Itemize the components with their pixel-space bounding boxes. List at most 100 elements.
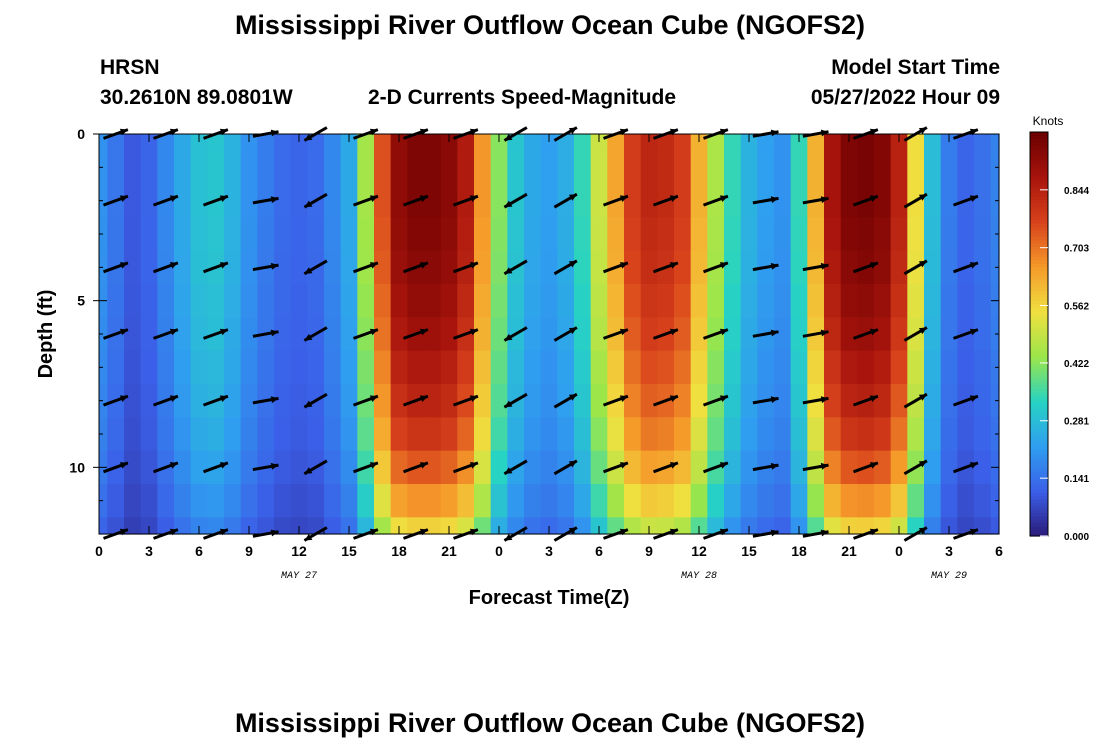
heatmap-cell bbox=[624, 150, 642, 185]
heatmap-cell bbox=[307, 350, 325, 385]
current-arrow bbox=[252, 329, 279, 338]
colorbar-segment bbox=[1030, 270, 1048, 274]
heatmap-cell bbox=[574, 417, 592, 452]
current-arrow bbox=[503, 192, 528, 209]
heatmap-cell bbox=[490, 350, 508, 385]
heatmap-cell bbox=[374, 250, 392, 285]
heatmap-cell bbox=[124, 517, 142, 535]
heatmap-cell bbox=[624, 517, 642, 535]
heatmap-cell bbox=[340, 217, 358, 252]
heatmap-cell bbox=[640, 384, 658, 418]
heatmap-cell bbox=[724, 317, 742, 352]
heatmap-cell bbox=[740, 217, 758, 252]
colorbar-segment bbox=[1030, 374, 1048, 379]
heatmap-cell bbox=[157, 350, 175, 385]
colorbar-segment bbox=[1030, 360, 1048, 365]
colorbar-segment bbox=[1030, 249, 1048, 254]
heatmap-cell bbox=[524, 484, 542, 518]
heatmap-cell bbox=[757, 517, 775, 535]
heatmap-cell bbox=[557, 217, 575, 252]
heatmap-cell bbox=[574, 450, 592, 485]
colorbar-segment bbox=[1030, 280, 1048, 285]
heatmap-cell bbox=[224, 384, 242, 418]
heatmap-cell bbox=[324, 317, 342, 352]
heatmap-cell bbox=[124, 217, 142, 252]
heatmap-cell bbox=[774, 384, 792, 418]
current-arrow bbox=[602, 328, 629, 340]
heatmap-cell bbox=[890, 384, 908, 418]
x-tick-label: 6 bbox=[595, 543, 603, 559]
heatmap-cell bbox=[857, 417, 875, 452]
heatmap-cell bbox=[190, 284, 208, 318]
heatmap-cell bbox=[557, 484, 575, 518]
colorbar-segment bbox=[1030, 414, 1048, 419]
heatmap-cell bbox=[740, 484, 758, 518]
heatmap-cell bbox=[957, 517, 975, 535]
current-arrow bbox=[402, 261, 429, 274]
heatmap-cell bbox=[624, 284, 642, 318]
heatmap-cell bbox=[540, 217, 558, 252]
heatmap-cell bbox=[740, 134, 758, 152]
heatmap-cell bbox=[124, 350, 142, 385]
heatmap-cell bbox=[490, 484, 508, 518]
colorbar-segment bbox=[1030, 135, 1048, 140]
heatmap-cell bbox=[890, 284, 908, 318]
heatmap-cell bbox=[340, 184, 358, 218]
heatmap-cell bbox=[407, 217, 425, 252]
heatmap-cell bbox=[840, 250, 858, 285]
current-arrow bbox=[952, 394, 979, 407]
heatmap-cell bbox=[824, 517, 842, 535]
current-arrow bbox=[702, 394, 729, 407]
heatmap-cell bbox=[840, 184, 858, 218]
heatmap-cell bbox=[224, 134, 242, 152]
colorbar-tick-label: 0.422 bbox=[1064, 359, 1089, 370]
heatmap-cell bbox=[474, 517, 492, 535]
colorbar-segment bbox=[1030, 512, 1048, 517]
heatmap-cell bbox=[107, 284, 125, 318]
colorbar-segment bbox=[1030, 519, 1048, 524]
heatmap-cell bbox=[974, 350, 992, 385]
heatmap-cell bbox=[124, 484, 142, 518]
heatmap-cell bbox=[124, 284, 142, 318]
heatmap-cell bbox=[990, 517, 1000, 535]
heatmap-cell bbox=[640, 150, 658, 185]
heatmap-cell bbox=[274, 217, 292, 252]
current-arrow bbox=[252, 462, 279, 472]
heatmap-cell bbox=[874, 184, 892, 218]
heatmap-cell bbox=[390, 517, 408, 535]
x-tick-label: 3 bbox=[945, 543, 953, 559]
colorbar-segment bbox=[1030, 472, 1048, 476]
colorbar-segment bbox=[1030, 290, 1048, 295]
heatmap-cell bbox=[140, 184, 158, 218]
heatmap-cell bbox=[674, 484, 692, 518]
current-arrow bbox=[903, 192, 928, 209]
heatmap-cell bbox=[857, 350, 875, 385]
heatmap-cell bbox=[140, 417, 158, 452]
heatmap-cell bbox=[207, 217, 225, 252]
heatmap-cell bbox=[474, 150, 492, 185]
heatmap-cell bbox=[340, 450, 358, 485]
colorbar-segment bbox=[1030, 384, 1048, 389]
heatmap-cell bbox=[224, 417, 242, 452]
heatmap-cell bbox=[224, 184, 242, 218]
station-id: HRSN bbox=[100, 56, 160, 79]
colorbar-segment bbox=[1030, 273, 1048, 278]
heatmap-cell bbox=[290, 217, 308, 252]
heatmap-cell bbox=[324, 134, 342, 152]
heatmap-cell bbox=[257, 417, 275, 452]
current-arrow bbox=[152, 328, 179, 340]
current-arrow bbox=[553, 459, 578, 476]
colorbar-segment bbox=[1030, 337, 1048, 342]
heatmap-cell bbox=[440, 250, 458, 285]
colorbar-segment bbox=[1030, 438, 1048, 443]
heatmap-cell bbox=[840, 284, 858, 318]
heatmap-cell bbox=[557, 134, 575, 152]
colorbar-segment bbox=[1030, 397, 1048, 402]
heatmap-cell bbox=[874, 350, 892, 385]
heatmap-cell bbox=[424, 217, 442, 252]
x-tick-label: 21 bbox=[841, 543, 857, 559]
heatmap-cell bbox=[757, 417, 775, 452]
heatmap-cell bbox=[757, 150, 775, 185]
current-arrow bbox=[652, 328, 679, 340]
colorbar-segment bbox=[1030, 216, 1048, 221]
